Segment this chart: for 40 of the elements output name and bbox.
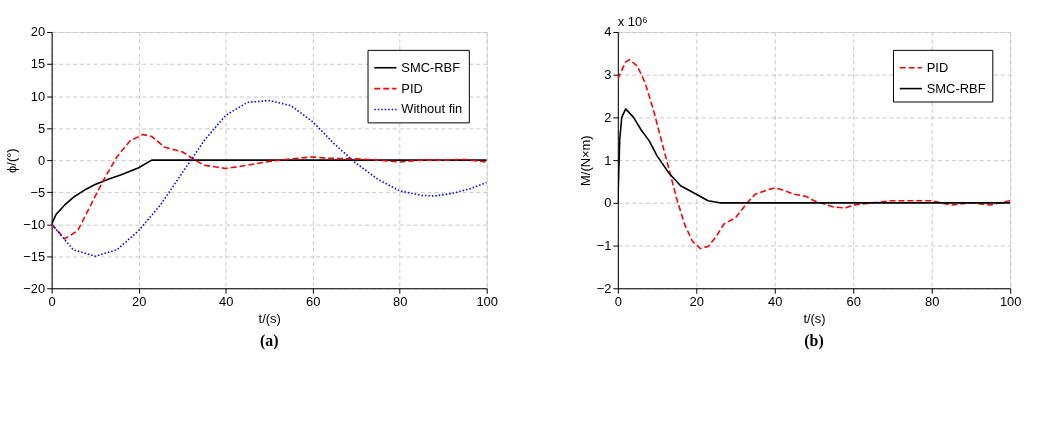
x-tick-label: 100: [999, 293, 1022, 309]
legend-label: SMC-RBF: [401, 59, 461, 75]
y-tick-label: 0: [604, 195, 612, 211]
y-axis-title: ϕ/(°): [4, 148, 20, 173]
x-tick-label: 60: [846, 293, 861, 309]
y-tick-label: 4: [604, 24, 612, 40]
x-axis-title: t/(s): [803, 310, 826, 326]
y-tick-label: 2: [604, 109, 612, 125]
y-tick-label: 20: [30, 24, 46, 40]
y-tick-label: 1: [604, 152, 612, 168]
x-tick-label: 0: [48, 293, 56, 309]
y-tick-label: 15: [30, 56, 46, 72]
text: (b): [804, 331, 824, 350]
y-tick-label: −2: [596, 280, 612, 296]
y-tick-label: −5: [30, 184, 46, 200]
x-tick-label: 100: [476, 293, 498, 309]
y-axis-title: M/(N×m): [577, 135, 593, 186]
x-tick-label: 40: [218, 293, 234, 309]
legend-label: SMC-RBF: [926, 80, 986, 96]
x-axis-title: t/(s): [258, 310, 281, 326]
legend-label: PID: [401, 80, 423, 96]
x-tick-label: 40: [768, 293, 783, 309]
x-tick-label: 20: [131, 293, 147, 309]
legend-label: PID: [926, 59, 949, 75]
x-tick-label: 80: [393, 293, 408, 309]
x-tick-label: 0: [614, 293, 622, 309]
y-tick-label: −10: [23, 216, 46, 232]
x-tick-label: 60: [306, 293, 321, 309]
y-tick-label: −1: [596, 238, 612, 254]
legend-label: Without fin: [401, 101, 463, 117]
y-tick-label: 5: [38, 120, 46, 136]
y-tick-label: −20: [23, 280, 46, 296]
x-tick-label: 80: [925, 293, 940, 309]
x-tick-label: 20: [689, 293, 704, 309]
y-tick-label: 3: [604, 67, 612, 83]
text: x 10⁶: [617, 14, 648, 30]
y-tick-label: 0: [38, 152, 46, 168]
text: (a): [259, 331, 279, 350]
y-tick-label: 10: [30, 88, 46, 104]
y-tick-label: −15: [23, 248, 46, 264]
